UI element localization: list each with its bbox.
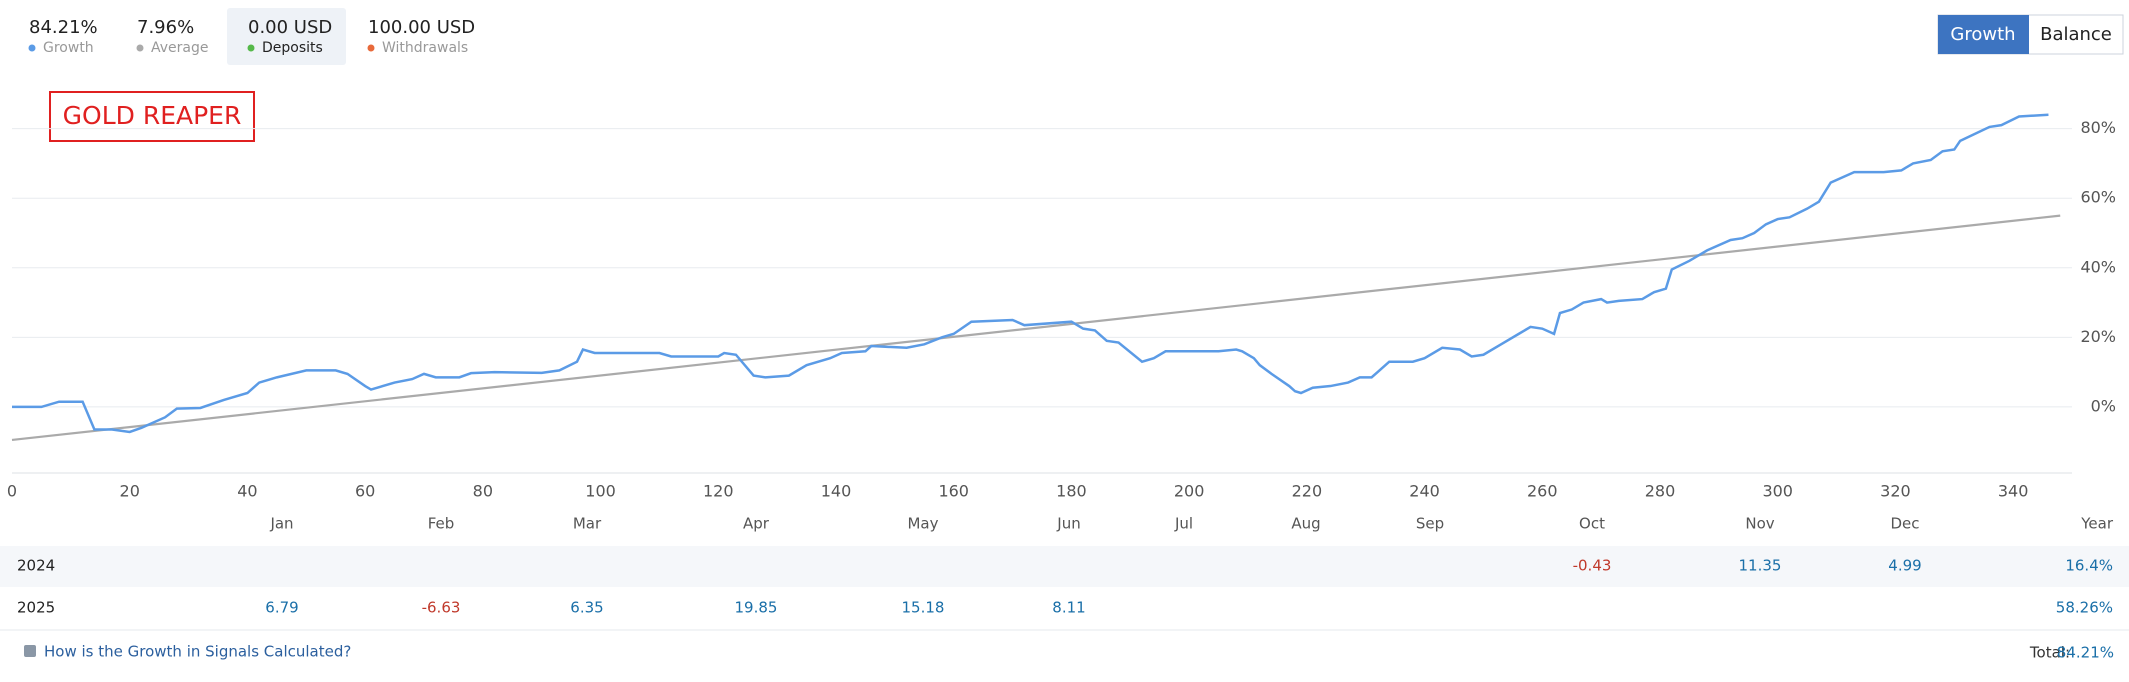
tab[interactable]: Growth [1950, 24, 2015, 45]
stat-dot [367, 44, 375, 52]
cell: 6.79 [265, 599, 298, 617]
stat-label: Withdrawals [382, 40, 468, 56]
total-value: 84.21% [2057, 644, 2114, 662]
x-tick-label: 280 [1645, 482, 1676, 501]
tab[interactable]: Balance [2040, 24, 2112, 45]
stat-label: Average [151, 40, 209, 56]
row-year: 2024 [17, 557, 55, 575]
cell: -6.63 [422, 599, 461, 617]
x-tick-label: 120 [703, 482, 734, 501]
x-tick-label: 300 [1762, 482, 1793, 501]
column-header: Jun [1056, 515, 1080, 533]
x-tick-label: 200 [1174, 482, 1205, 501]
x-tick-label: 340 [1998, 482, 2029, 501]
cell: 16.4% [2065, 557, 2113, 575]
column-header: Apr [743, 515, 770, 533]
stat-dot [28, 44, 36, 52]
cell: 15.18 [902, 599, 945, 617]
x-tick-label: 160 [938, 482, 969, 501]
stat-label: Growth [43, 40, 94, 56]
series-line [11, 214, 2061, 442]
cell: 8.11 [1052, 599, 1085, 617]
x-tick-label: 40 [237, 482, 257, 501]
series-line [12, 113, 2049, 434]
row-year: 2025 [17, 599, 55, 617]
stat-label: Deposits [262, 40, 323, 56]
column-header: Sep [1416, 515, 1444, 533]
cell: 58.26% [2056, 599, 2113, 617]
cell: -0.43 [1573, 557, 1612, 575]
cell: 11.35 [1739, 557, 1782, 575]
x-tick-label: 0 [7, 482, 17, 501]
x-tick-label: 240 [1409, 482, 1440, 501]
column-header: Oct [1579, 515, 1605, 533]
y-tick-label: 0% [2091, 396, 2116, 415]
x-tick-label: 60 [355, 482, 375, 501]
column-header: Mar [573, 515, 602, 533]
active-stat-bg [227, 8, 346, 65]
cell: 19.85 [735, 599, 778, 617]
cell: 6.35 [570, 599, 603, 617]
x-tick-label: 180 [1056, 482, 1087, 501]
x-tick-label: 100 [585, 482, 616, 501]
stat-value: 100.00 USD [368, 17, 475, 38]
help-link[interactable]: How is the Growth in Signals Calculated? [44, 643, 351, 661]
row-bg [0, 546, 2129, 587]
stat-value: 84.21% [29, 17, 98, 38]
y-tick-label: 20% [2080, 327, 2116, 346]
annotation: GOLD REAPER [63, 101, 242, 130]
column-header: Jan [269, 515, 293, 533]
y-tick-label: 60% [2080, 188, 2116, 207]
stat-dot [136, 44, 144, 52]
y-tick-label: 80% [2080, 118, 2116, 137]
column-header: Feb [428, 515, 455, 533]
help-icon [24, 645, 36, 657]
x-tick-label: 140 [821, 482, 852, 501]
total-label: Total: [2029, 644, 2070, 662]
stat-value: 0.00 USD [248, 17, 332, 38]
annotation-box [49, 91, 255, 142]
x-tick-label: 80 [473, 482, 493, 501]
x-tick-label: 320 [1880, 482, 1911, 501]
x-tick-label: 260 [1527, 482, 1558, 501]
column-header: Aug [1291, 515, 1320, 533]
x-tick-label: 20 [120, 482, 140, 501]
x-tick-label: 220 [1292, 482, 1323, 501]
stat-value: 7.96% [137, 17, 194, 38]
column-header: Nov [1745, 515, 1774, 533]
column-header: Year [2080, 515, 2114, 533]
tab-active-bg[interactable] [1938, 15, 2029, 54]
cell: 4.99 [1888, 557, 1921, 575]
column-header: Jul [1174, 515, 1193, 533]
column-header: Dec [1890, 515, 1919, 533]
column-header: May [907, 515, 938, 533]
stat-dot [247, 44, 255, 52]
y-tick-label: 40% [2080, 257, 2116, 276]
